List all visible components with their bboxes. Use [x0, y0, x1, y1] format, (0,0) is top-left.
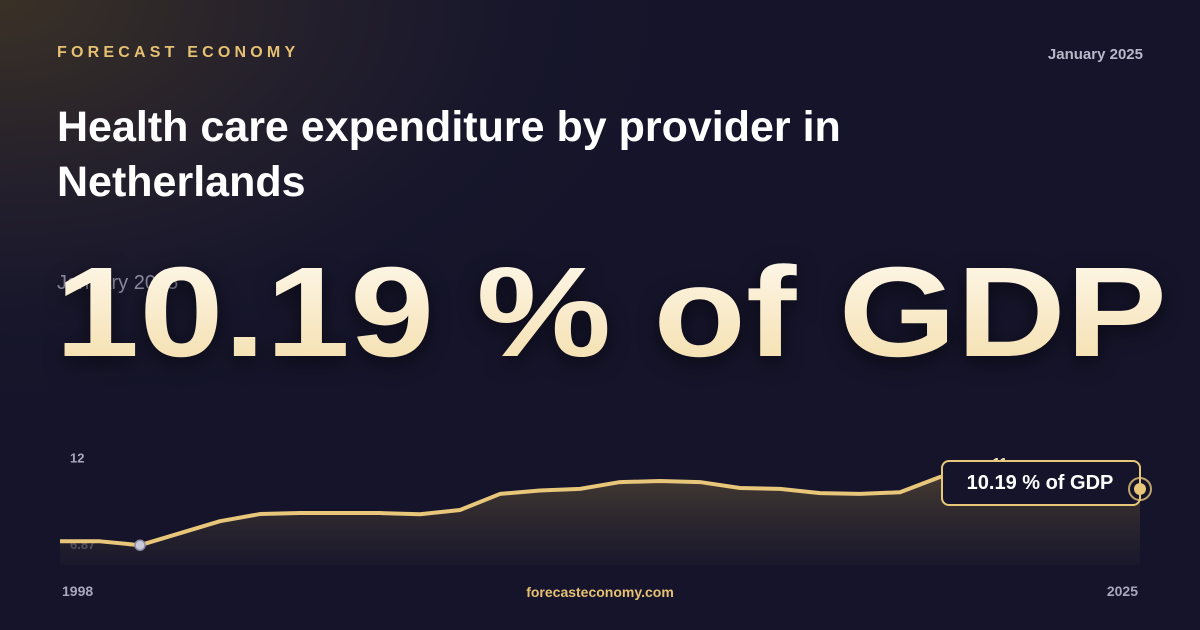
date: January 2025	[1047, 46, 1143, 63]
area-fill	[60, 475, 1140, 565]
y-tick-label: 12	[70, 450, 84, 465]
end-marker	[1134, 483, 1146, 496]
title: Health care expenditure by provider in N…	[57, 103, 841, 206]
callout-label: 10.19 % of GDP	[967, 472, 1114, 494]
callout-box	[941, 460, 1141, 506]
x-tick-label: 1998	[62, 583, 93, 599]
end-marker-ring	[1128, 477, 1152, 502]
min-marker	[134, 539, 146, 551]
brand: FORECAST ECONOMY	[57, 44, 300, 61]
footer: forecasteconomy.com	[526, 584, 674, 600]
hero-value: 10.19 % of GDP	[55, 241, 1167, 384]
x-tick-label: 2025	[1107, 583, 1138, 599]
hero-date: January 2025	[57, 272, 178, 294]
